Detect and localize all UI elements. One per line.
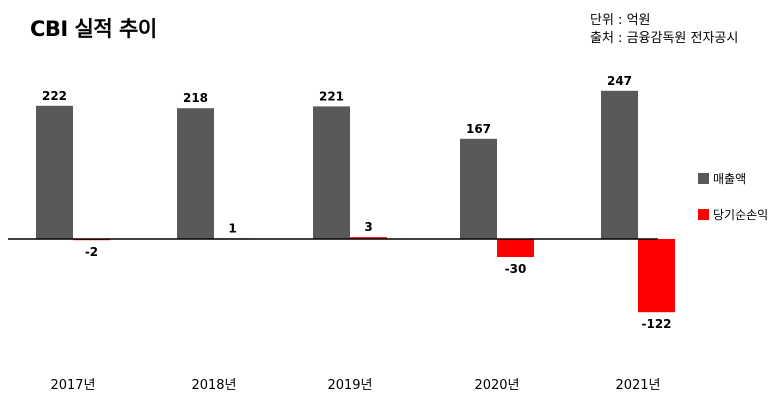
bar-revenue-1 [177,108,214,239]
legend-label-revenue: 매출액 [713,171,747,186]
legend-label-net-income: 당기순손익 [713,207,769,222]
source-origin-note: 출처 : 금융감독원 전자공시 [590,31,739,46]
bar-net-income-2 [350,237,387,239]
category-label-4: 2021년 [615,378,660,393]
data-label-net-income-4: -122 [641,317,671,331]
category-label-3: 2020년 [474,378,519,393]
category-label-2: 2019년 [327,378,372,393]
source-note: 단위 : 억원 출처 : 금융감독원 전자공시 [590,12,738,48]
legend-swatch-revenue [698,172,709,184]
category-label-1: 2018년 [191,378,236,393]
chart-title: CBI 실적 추이 [30,17,157,41]
bar-revenue-3 [460,138,497,239]
bar-revenue-0 [36,105,73,239]
data-label-net-income-1: 1 [228,221,236,235]
data-label-revenue-4: 247 [607,74,632,88]
data-label-net-income-0: -2 [85,245,98,259]
data-label-revenue-0: 222 [42,89,67,103]
data-label-revenue-1: 218 [183,91,208,105]
data-label-net-income-3: -30 [505,262,527,276]
legend-item-revenue: 매출액 [698,168,768,188]
bar-net-income-3 [497,239,534,257]
legend: 매출액 당기순손익 [698,168,768,240]
bar-revenue-2 [313,106,350,240]
bar-revenue-4 [601,90,638,239]
category-label-0: 2017년 [50,378,95,393]
legend-item-net-income: 당기순손익 [698,204,768,224]
unit-note: 단위 : 억원 [590,13,651,28]
data-label-net-income-2: 3 [364,220,372,234]
bar-net-income-4 [638,239,675,313]
legend-swatch-net-income [698,208,709,220]
data-label-revenue-2: 221 [319,89,344,103]
data-label-revenue-3: 167 [466,122,491,136]
